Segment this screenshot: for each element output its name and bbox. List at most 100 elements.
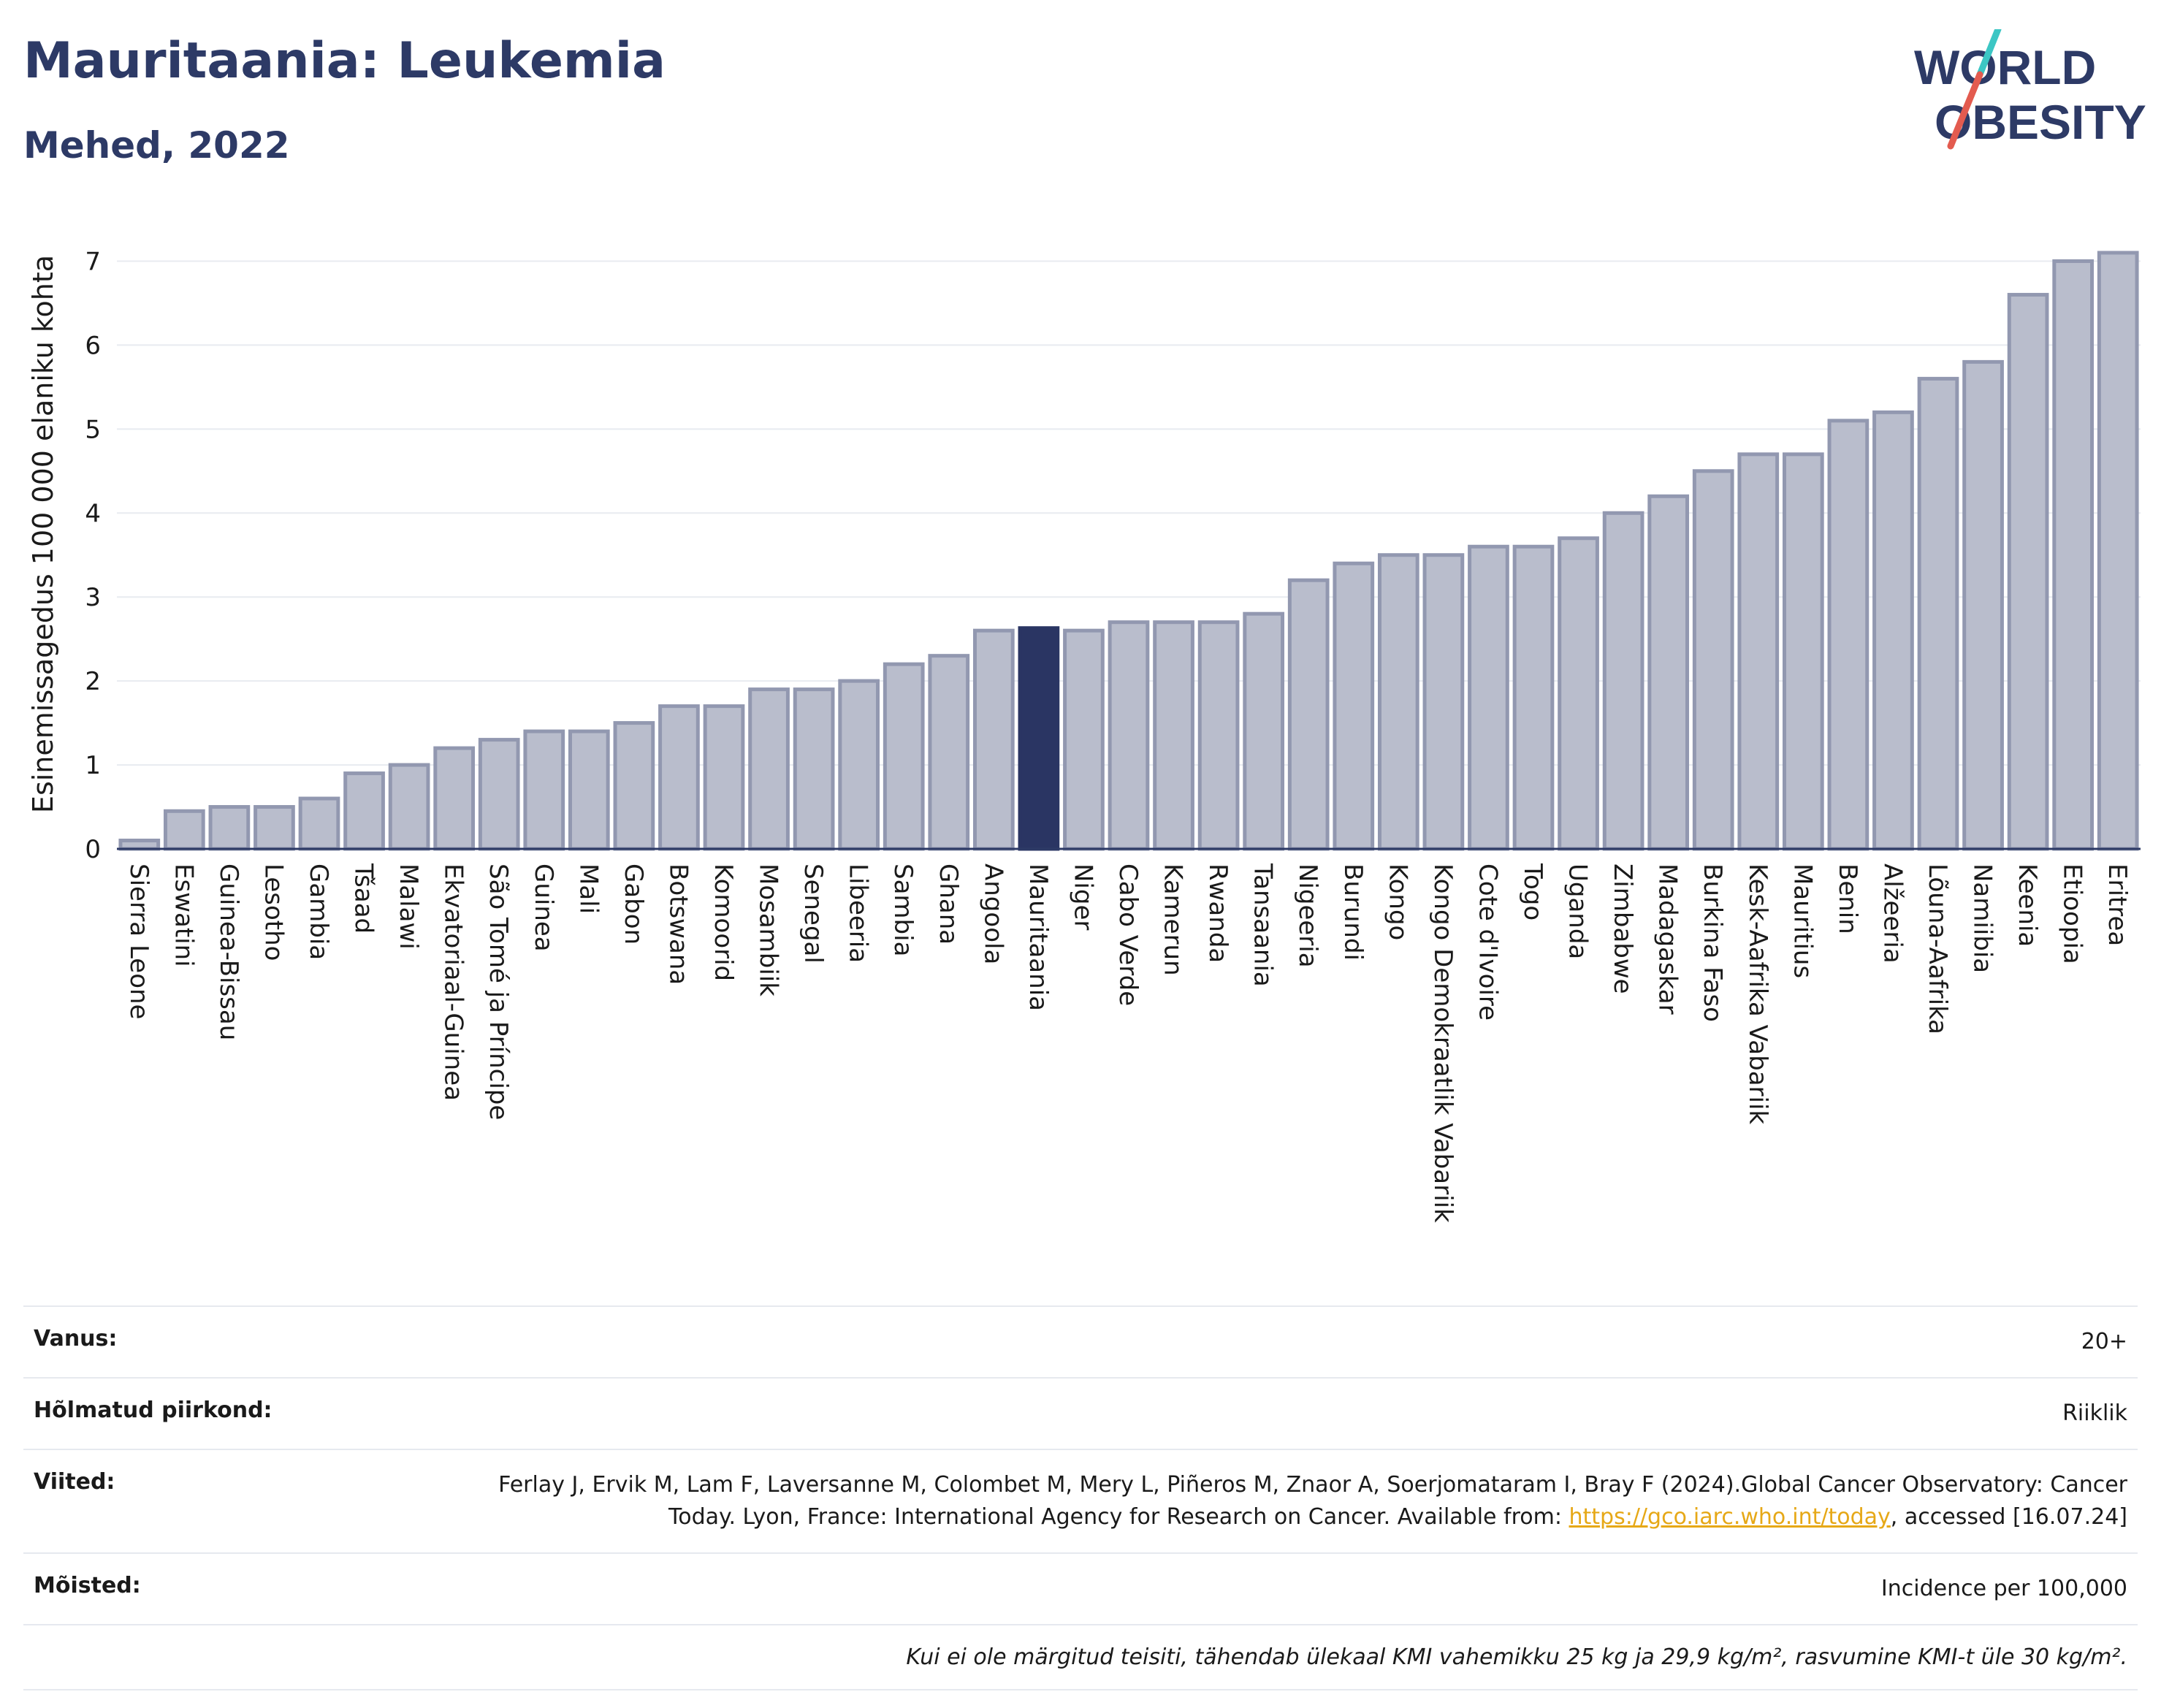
x-tick-label: Malawi xyxy=(394,863,423,950)
logo-slash-teal xyxy=(1976,29,2002,78)
x-tick-label: Lesotho xyxy=(259,863,288,961)
bar-kamerun xyxy=(1153,620,1194,851)
x-tick-label: Benin xyxy=(1833,863,1862,934)
bar-mauritaania xyxy=(1018,626,1060,851)
bar-gambia xyxy=(298,796,340,851)
bar-l-una-aafrika xyxy=(1917,376,1959,851)
y-tick-labels: 0 1 2 3 4 5 6 7 xyxy=(85,247,101,864)
bar-sierra-leone xyxy=(118,839,161,851)
x-tick-label: Kongo Demokraatlik Vabariik xyxy=(1428,863,1457,1223)
bar-sambia xyxy=(883,662,925,851)
age-label: Vanus: xyxy=(34,1326,118,1351)
bar-guinea xyxy=(523,729,565,851)
bar-benin xyxy=(1827,419,1870,851)
x-tick-label: Mali xyxy=(573,863,603,914)
bar-uganda xyxy=(1558,536,1599,851)
x-tick-label: Kongo xyxy=(1383,863,1412,940)
bar-gabon xyxy=(613,721,655,851)
bar-guinea-bissau xyxy=(208,805,251,851)
bar-nigeeria xyxy=(1287,578,1330,851)
x-tick-label: Cote d'Ivoire xyxy=(1473,863,1502,1021)
info-row-definitions: Mõisted: Incidence per 100,000 xyxy=(23,1552,2138,1624)
bar-kongo xyxy=(1377,553,1419,851)
bar-burundi xyxy=(1333,561,1375,851)
bar-cabo-verde xyxy=(1108,620,1150,851)
bar-eswatini xyxy=(163,809,205,851)
x-tick-label: Keenia xyxy=(2013,863,2042,947)
x-tick-label: Nigeeria xyxy=(1293,863,1322,968)
bar-ekvatoriaal-guinea xyxy=(433,746,476,851)
x-tick-label: Lõuna-Aafrika xyxy=(1923,863,1952,1034)
bar-rwanda xyxy=(1197,620,1240,851)
x-tick-label: Tansaania xyxy=(1249,863,1278,987)
x-tick-label: Senegal xyxy=(799,863,828,964)
x-tick-label: Mauritius xyxy=(1788,863,1817,978)
y-tick-label: 7 xyxy=(85,247,101,276)
x-tick-label: Guinea-Bissau xyxy=(214,863,243,1040)
x-tick-label: Madagaskar xyxy=(1653,863,1682,1015)
x-tick-label: Kamerun xyxy=(1159,863,1188,976)
bar-komoorid xyxy=(703,704,745,851)
bar-eritrea xyxy=(2097,251,2139,851)
bar-t-aad xyxy=(343,771,385,851)
y-tick-label: 2 xyxy=(85,667,101,696)
bar-tansaania xyxy=(1243,611,1285,851)
logo-slash-red xyxy=(1947,71,1983,150)
bar-senegal xyxy=(793,687,835,851)
x-tick-label: Ghana xyxy=(934,863,963,945)
chart-bars xyxy=(118,251,2139,851)
bar-namiibia xyxy=(1962,359,2004,851)
page-title: Mauritaania: Leukemia xyxy=(23,32,666,90)
logo-line-1: WORLD xyxy=(1914,40,2096,94)
x-tick-label: Komoorid xyxy=(709,863,738,981)
x-tick-label: Angoola xyxy=(978,863,1007,964)
x-tick-label: Sambia xyxy=(888,863,918,956)
y-tick-label: 4 xyxy=(85,499,101,528)
region-value: Riiklik xyxy=(2062,1400,2127,1426)
bar-burkina-faso xyxy=(1692,469,1734,851)
world-obesity-logo: WORLD OBESITY xyxy=(1914,29,2146,150)
y-tick-label: 6 xyxy=(85,331,101,360)
x-tick-label: Cabo Verde xyxy=(1113,863,1143,1006)
references-link[interactable]: https://gco.iarc.who.int/today xyxy=(1569,1504,1891,1530)
bar-al-eeria xyxy=(1872,410,1914,851)
x-tick-label: Ekvatoriaal-Guinea xyxy=(439,863,468,1101)
references-text-2: , accessed [16.07.24] xyxy=(1890,1504,2127,1530)
bar-mosambiik xyxy=(748,687,790,851)
x-tick-label: Tšaad xyxy=(349,863,378,934)
x-tick-label: Alžeeria xyxy=(1878,863,1907,964)
info-table: Vanus: 20+ Hõlmatud piirkond: Riiklik Vi… xyxy=(23,1305,2138,1690)
x-tick-labels: Sierra Leone Eswatini Guinea-Bissau Lesotho… xyxy=(124,863,2132,1223)
x-tick-label: Mauritaania xyxy=(1024,863,1053,1011)
x-tick-label: Gabon xyxy=(619,863,648,945)
y-tick-label: 5 xyxy=(85,415,101,444)
region-label: Hõlmatud piirkond: xyxy=(34,1398,272,1423)
bar-kesk-aafrika-vabariik xyxy=(1737,452,1780,851)
x-tick-label: Niger xyxy=(1068,863,1097,930)
x-tick-label: Sierra Leone xyxy=(124,863,153,1019)
x-tick-label: Libeeria xyxy=(844,863,873,963)
bar-ghana xyxy=(928,654,970,851)
y-tick-label: 1 xyxy=(85,751,101,780)
x-tick-label: Namiibia xyxy=(1968,863,1997,973)
bar-keenia xyxy=(2007,292,2049,851)
references-label: Viited: xyxy=(34,1469,115,1495)
x-tick-label: Burundi xyxy=(1338,863,1368,961)
x-tick-label: Togo xyxy=(1518,863,1547,920)
y-tick-label: 0 xyxy=(85,835,101,864)
bar-cote-d-ivoire xyxy=(1468,544,1509,851)
x-tick-label: Eswatini xyxy=(169,863,198,967)
y-axis-label: Esinemissagedus 100 000 elaniku kohta xyxy=(27,255,59,813)
definitions-label: Mõisted: xyxy=(34,1573,141,1598)
page-subtitle: Mehed, 2022 xyxy=(23,124,290,167)
bar-madagaskar xyxy=(1647,494,1690,851)
bar-etioopia xyxy=(2052,259,2095,851)
bar-angoola xyxy=(972,628,1015,851)
bar-zimbabwe xyxy=(1602,511,1644,851)
x-tick-label: Gambia xyxy=(304,863,333,960)
info-row-age: Vanus: 20+ xyxy=(23,1305,2138,1377)
footnote: Kui ei ole märgitud teisiti, tähendab ül… xyxy=(906,1644,2127,1670)
definitions-value: Incidence per 100,000 xyxy=(1880,1576,2127,1601)
bar-kongo-demokraatlik-vabariik xyxy=(1422,553,1465,851)
x-tick-label: São Tomé ja Príncipe xyxy=(484,863,513,1120)
